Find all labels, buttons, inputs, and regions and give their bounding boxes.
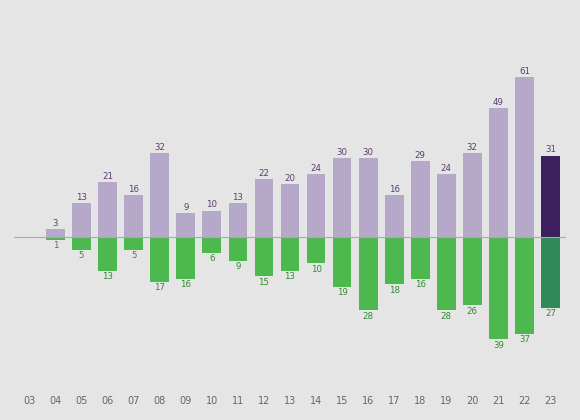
Bar — [72, 237, 91, 250]
Bar — [333, 158, 351, 237]
Bar — [176, 237, 195, 279]
Bar — [229, 237, 247, 260]
Bar — [307, 237, 325, 263]
Text: 28: 28 — [362, 312, 374, 321]
Text: 49: 49 — [493, 98, 504, 107]
Text: 32: 32 — [154, 143, 165, 152]
Text: 16: 16 — [180, 280, 191, 289]
Bar — [463, 153, 482, 237]
Text: 13: 13 — [233, 192, 244, 202]
Text: 10: 10 — [310, 265, 321, 273]
Text: 13: 13 — [76, 192, 87, 202]
Bar — [489, 237, 508, 339]
Text: 3: 3 — [53, 219, 59, 228]
Text: 9: 9 — [183, 203, 188, 212]
Bar — [463, 237, 482, 305]
Bar — [98, 182, 117, 237]
Bar — [124, 237, 143, 250]
Text: 16: 16 — [389, 185, 400, 194]
Text: 18: 18 — [389, 286, 400, 294]
Text: 15: 15 — [259, 278, 270, 286]
Bar — [333, 237, 351, 287]
Bar — [541, 237, 560, 308]
Text: 29: 29 — [415, 150, 426, 160]
Bar — [98, 237, 117, 271]
Text: 13: 13 — [102, 273, 113, 281]
Text: 6: 6 — [209, 254, 215, 263]
Bar — [46, 237, 65, 239]
Text: 10: 10 — [206, 200, 218, 210]
Text: 19: 19 — [336, 288, 347, 297]
Bar — [281, 237, 299, 271]
Bar — [385, 237, 404, 284]
Bar — [359, 237, 378, 310]
Text: 32: 32 — [467, 143, 478, 152]
Bar — [515, 237, 534, 334]
Bar — [385, 195, 404, 237]
Text: 24: 24 — [441, 164, 452, 173]
Bar — [176, 213, 195, 237]
Text: 16: 16 — [128, 185, 139, 194]
Bar — [255, 179, 273, 237]
Bar — [489, 108, 508, 237]
Bar — [255, 237, 273, 276]
Text: 1: 1 — [53, 241, 59, 250]
Bar — [281, 184, 299, 237]
Bar — [46, 229, 65, 237]
Text: 5: 5 — [131, 252, 136, 260]
Text: 22: 22 — [259, 169, 270, 178]
Text: 30: 30 — [362, 148, 374, 157]
Bar — [72, 203, 91, 237]
Bar — [124, 195, 143, 237]
Text: 31: 31 — [545, 145, 556, 154]
Bar — [437, 174, 456, 237]
Bar — [202, 237, 221, 253]
Bar — [229, 203, 247, 237]
Text: 16: 16 — [415, 280, 426, 289]
Text: 24: 24 — [310, 164, 321, 173]
Text: 20: 20 — [285, 174, 295, 183]
Bar — [411, 161, 430, 237]
Text: 9: 9 — [235, 262, 241, 271]
Text: 17: 17 — [154, 283, 165, 292]
Bar — [150, 237, 169, 281]
Bar — [359, 158, 378, 237]
Text: 26: 26 — [467, 307, 478, 315]
Text: 61: 61 — [519, 66, 530, 76]
Bar — [437, 237, 456, 310]
Bar — [515, 77, 534, 237]
Text: 30: 30 — [336, 148, 347, 157]
Text: 13: 13 — [285, 273, 295, 281]
Bar — [307, 174, 325, 237]
Text: 27: 27 — [545, 309, 556, 318]
Text: 21: 21 — [102, 171, 113, 181]
Bar — [541, 155, 560, 237]
Bar — [411, 237, 430, 279]
Text: 39: 39 — [493, 341, 504, 349]
Bar — [150, 153, 169, 237]
Text: 37: 37 — [519, 335, 530, 344]
Text: 28: 28 — [441, 312, 452, 321]
Bar — [202, 211, 221, 237]
Text: 5: 5 — [79, 252, 84, 260]
